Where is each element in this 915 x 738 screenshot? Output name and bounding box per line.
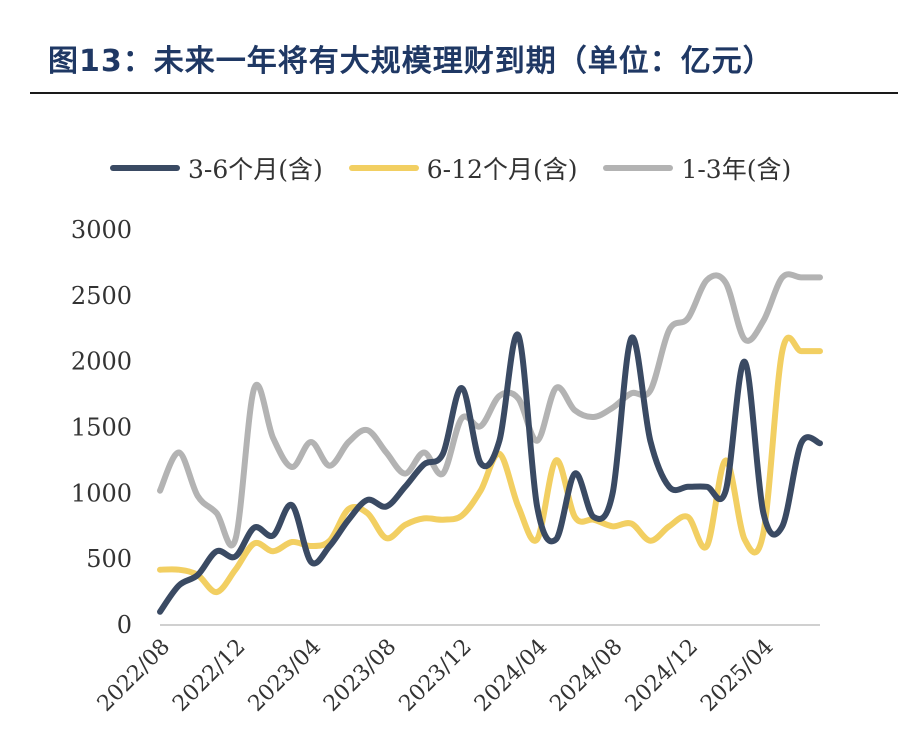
legend-swatch bbox=[110, 165, 180, 171]
x-tick-label: 2024/08 bbox=[545, 634, 627, 716]
y-tick-label: 2500 bbox=[71, 282, 132, 310]
series-lines bbox=[157, 271, 823, 615]
legend-label: 6-12个月(含) bbox=[426, 155, 578, 184]
y-tick-label: 1500 bbox=[71, 414, 132, 442]
legend-label: 3-6个月(含) bbox=[188, 155, 323, 184]
x-tick-label: 2023/08 bbox=[319, 634, 401, 716]
x-tick-label: 2025/04 bbox=[696, 634, 778, 716]
legend-swatch bbox=[348, 165, 419, 171]
series-line-0 bbox=[157, 331, 823, 615]
y-tick-label: 500 bbox=[86, 545, 132, 573]
legend-item: 1-3年(含) bbox=[603, 150, 791, 186]
y-axis: 0 500 1000 1500 2000 2500 3000 bbox=[71, 216, 132, 639]
legend-item: 6-12个月(含) bbox=[348, 150, 578, 186]
x-tick-label: 2022/08 bbox=[93, 634, 175, 716]
x-tick-label: 2023/12 bbox=[395, 634, 477, 716]
x-axis: 2022/082022/122023/042023/082023/122024/… bbox=[93, 634, 779, 716]
x-tick-label: 2024/12 bbox=[621, 634, 703, 716]
x-tick-label: 2023/04 bbox=[244, 634, 326, 716]
legend-item: 3-6个月(含) bbox=[110, 150, 323, 186]
x-tick-label: 2022/12 bbox=[168, 634, 250, 716]
chart-title: 图13：未来一年将有大规模理财到期（单位：亿元） bbox=[48, 44, 774, 79]
y-tick-label: 1000 bbox=[71, 479, 132, 507]
legend-swatch bbox=[603, 165, 674, 171]
y-tick-label: 3000 bbox=[71, 216, 132, 244]
legend: 3-6个月(含) 6-12个月(含) 1-3年(含) bbox=[110, 150, 817, 186]
title-divider bbox=[30, 92, 898, 94]
series-line-1 bbox=[157, 334, 823, 596]
series-line-2 bbox=[157, 271, 823, 549]
y-tick-label: 2000 bbox=[71, 348, 132, 376]
x-tick-label: 2024/04 bbox=[470, 634, 552, 716]
y-tick-label: 0 bbox=[117, 611, 132, 639]
legend-label: 1-3年(含) bbox=[681, 155, 792, 184]
